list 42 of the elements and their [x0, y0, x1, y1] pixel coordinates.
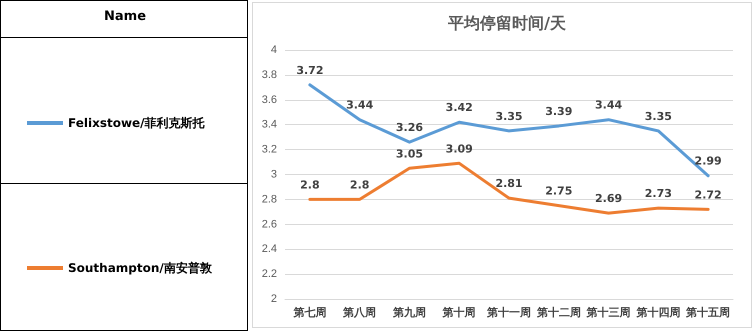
y-tick-label: 4	[270, 44, 277, 56]
x-tick-label: 第十一周	[486, 306, 531, 319]
legend-label: Southampton/南安普敦	[68, 261, 213, 275]
y-tick-label: 2.6	[262, 218, 277, 230]
data-label: 3.44	[594, 98, 622, 112]
y-tick-label: 3.8	[262, 68, 277, 81]
x-tick-label: 第八周	[342, 306, 376, 319]
y-tick-label: 2.2	[262, 268, 277, 280]
legend-label: Felixstowe/菲利克斯托	[68, 116, 206, 130]
data-label: 3.44	[346, 98, 374, 112]
y-tick-label: 2.8	[262, 193, 277, 206]
data-label: 3.35	[644, 110, 672, 123]
x-tick-label: 第十五周	[685, 306, 730, 319]
data-label: 3.39	[545, 104, 572, 118]
data-label: 3.35	[495, 110, 523, 123]
data-label: 2.72	[694, 188, 722, 202]
x-tick-label: 第七周	[292, 306, 326, 319]
chart-title: 平均停留时间/天	[447, 14, 567, 32]
data-label: 3.09	[446, 142, 473, 156]
data-label: 3.42	[446, 101, 473, 114]
x-tick-label: 第十二周	[536, 306, 581, 319]
y-tick-label: 3	[270, 168, 277, 180]
data-label: 2.8	[300, 178, 320, 192]
y-tick-label: 3.2	[262, 144, 277, 156]
legend-title: Name	[104, 9, 146, 24]
data-label: 3.72	[296, 64, 324, 77]
y-tick-label: 2	[270, 293, 277, 305]
data-label: 2.69	[594, 192, 622, 206]
x-tick-label: 第九周	[392, 306, 426, 319]
y-tick-label: 3.6	[262, 94, 277, 106]
data-label: 2.8	[350, 178, 370, 192]
y-tick-label: 3.4	[262, 118, 277, 131]
x-tick-label: 第十三周	[586, 306, 631, 319]
data-label: 3.26	[396, 121, 424, 134]
data-label: 2.99	[694, 154, 722, 168]
data-label: 2.73	[644, 187, 672, 200]
data-label: 3.05	[396, 147, 424, 160]
x-tick-label: 第十周	[442, 306, 476, 319]
x-tick-label: 第十四周	[635, 306, 680, 319]
data-label: 2.75	[545, 184, 572, 198]
data-label: 2.81	[495, 177, 523, 190]
y-tick-label: 2.4	[262, 243, 277, 256]
